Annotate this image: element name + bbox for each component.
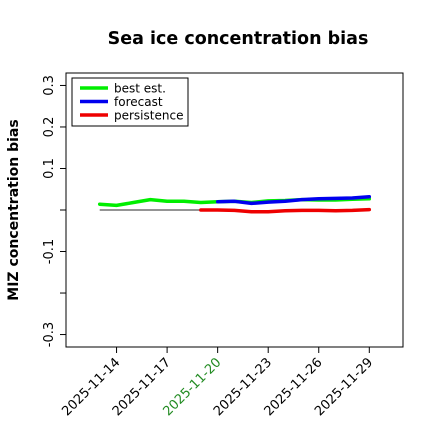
- series-line-forecast: [215, 194, 372, 206]
- legend-label: forecast: [114, 95, 163, 109]
- y-axis: 0.3 0.2 0.1 -0.1 -0.3: [42, 75, 66, 347]
- y-axis-label: MIZ concentration bias: [6, 119, 22, 300]
- y-tick-label: 0.1: [42, 158, 57, 179]
- y-tick-label: -0.1: [42, 239, 57, 264]
- series-layer: [97, 194, 372, 214]
- legend-label: best est.: [114, 82, 166, 96]
- y-tick-label: 0.2: [42, 117, 57, 138]
- series-line-persistence: [199, 207, 372, 214]
- x-axis: 2025-11-142025-11-172025-11-202025-11-23…: [59, 347, 376, 419]
- legend-label: persistence: [114, 109, 183, 123]
- chart-title: Sea ice concentration bias: [108, 29, 369, 49]
- y-tick-label: -0.3: [42, 322, 57, 347]
- y-tick-label: 0.3: [42, 75, 57, 96]
